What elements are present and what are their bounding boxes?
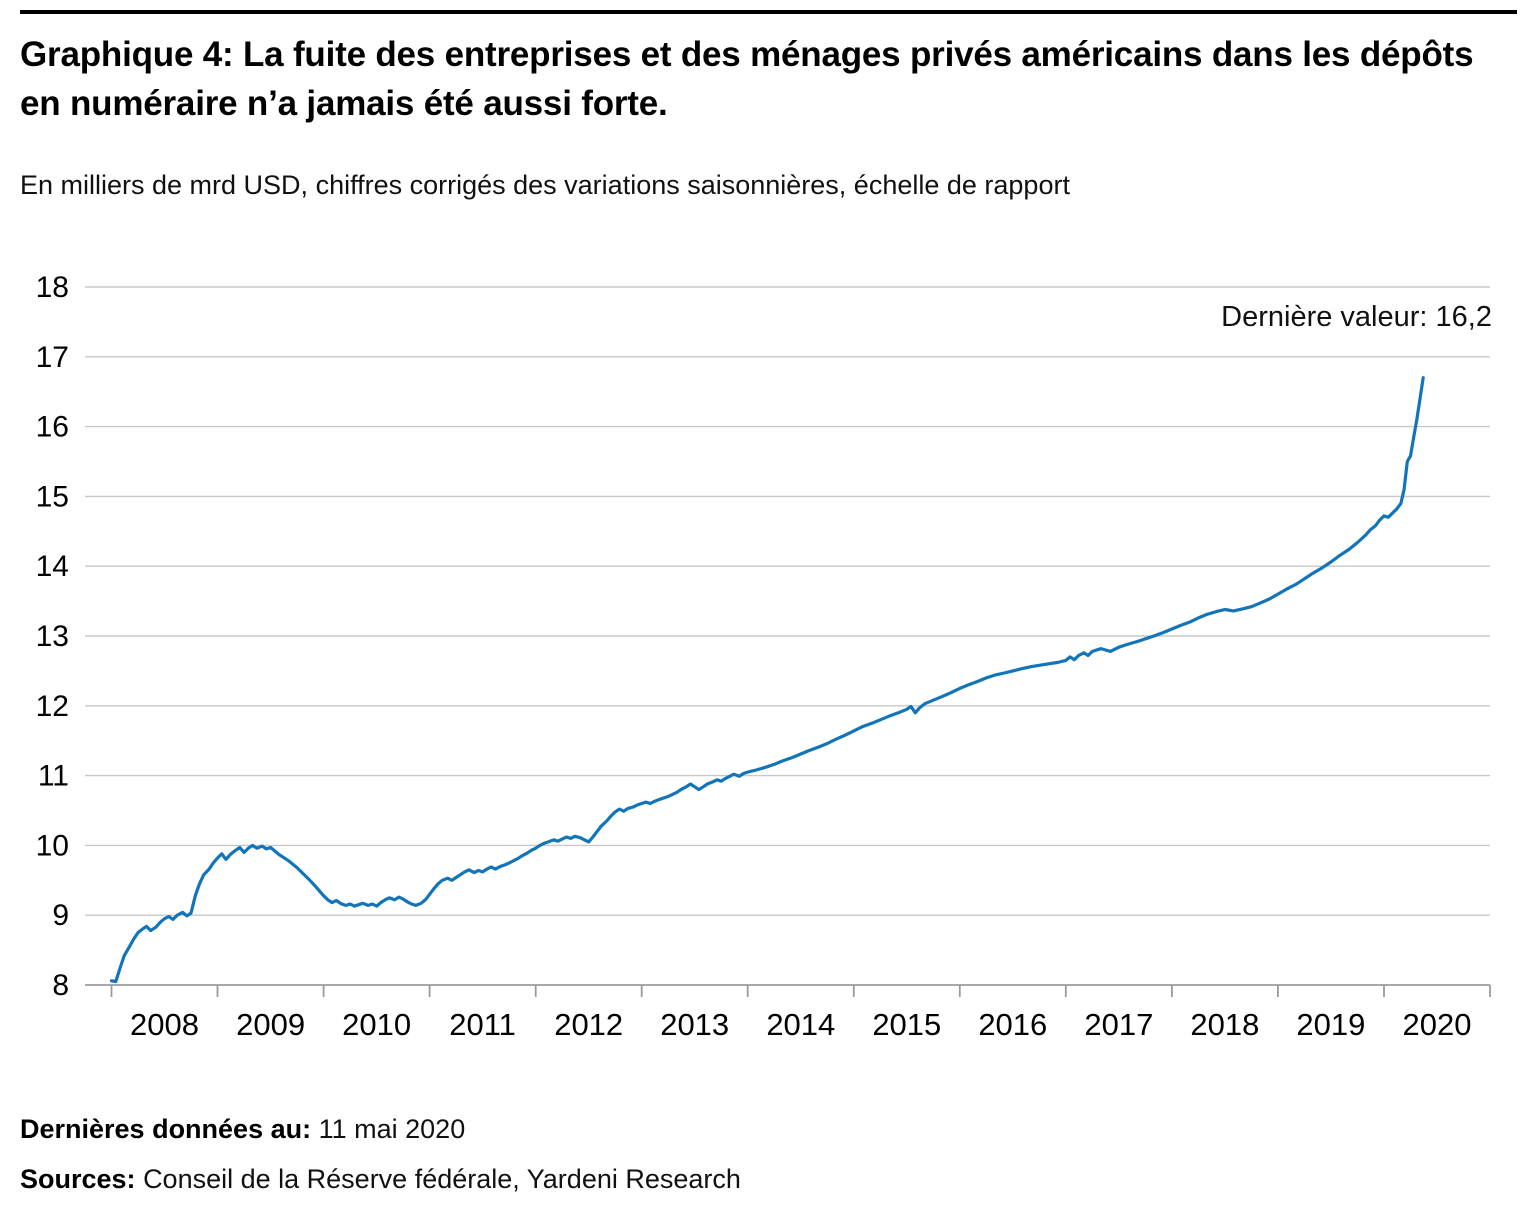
sources-label: Sources: xyxy=(20,1163,136,1194)
x-tick-label: 2015 xyxy=(872,1007,941,1042)
y-tick-label: 17 xyxy=(36,341,69,374)
x-tick-label: 2016 xyxy=(978,1007,1047,1042)
x-tick-label: 2020 xyxy=(1403,1007,1472,1042)
y-tick-label: 10 xyxy=(36,829,69,862)
y-gridlines: 8 9 10 11 12 13 14 15 16 17 18 xyxy=(36,271,1490,1002)
last-value-annotation: Dernière valeur: 16,2 xyxy=(1221,301,1492,334)
x-tick-label: 2014 xyxy=(766,1007,835,1042)
x-tick-label: 2012 xyxy=(554,1007,623,1042)
chart-area: 8 9 10 11 12 13 14 15 16 17 18 2008 2009 2010 2011 2012… xyxy=(20,249,1517,1049)
y-tick-label: 12 xyxy=(36,690,69,723)
y-tick-label: 18 xyxy=(36,271,69,304)
last-value-label: Dernière valeur: xyxy=(1221,301,1428,333)
x-tick-label: 2019 xyxy=(1296,1007,1365,1042)
last-value-number: 16,2 xyxy=(1435,301,1492,333)
x-tick-label: 2017 xyxy=(1084,1007,1153,1042)
y-tick-label: 16 xyxy=(36,411,69,444)
deposits-line-series xyxy=(109,376,1425,984)
chart-subtitle: En milliers de mrd USD, chiffres corrigé… xyxy=(20,170,1070,200)
last-data-label: Dernières données au: xyxy=(20,1114,312,1144)
last-data-line: Dernières données au: 11 mai 2020 xyxy=(20,1105,1517,1155)
y-tick-label: 9 xyxy=(52,899,69,932)
y-tick-label: 15 xyxy=(36,480,69,513)
x-tick-label: 2018 xyxy=(1190,1007,1259,1042)
y-tick-label: 11 xyxy=(38,760,69,793)
x-tick-label: 2010 xyxy=(342,1007,411,1042)
chart-title: Graphique 4: La fuite des entreprises et… xyxy=(20,35,1474,123)
x-tick-label: 2011 xyxy=(449,1007,516,1042)
chart-footer: Dernières données au: 11 mai 2020 Source… xyxy=(20,1105,1517,1205)
sources-line: Sources: Conseil de la Réserve fédérale,… xyxy=(20,1155,1517,1205)
y-tick-label: 8 xyxy=(52,969,69,1002)
sources-value: Conseil de la Réserve fédérale, Yardeni … xyxy=(143,1163,741,1194)
x-tick-label: 2013 xyxy=(660,1007,729,1042)
top-rule xyxy=(20,10,1517,14)
last-data-value: 11 mai 2020 xyxy=(318,1114,466,1144)
y-tick-label: 14 xyxy=(36,550,69,583)
x-axis: 2008 2009 2010 2011 2012 2013 2014 2015 2016 2017… xyxy=(110,985,1491,1042)
x-tick-label: 2009 xyxy=(236,1007,305,1042)
x-tick-label: 2008 xyxy=(130,1007,199,1042)
y-tick-label: 13 xyxy=(36,620,69,653)
deposits-line-chart: 8 9 10 11 12 13 14 15 16 17 18 2008 2009 2010 2011 2012… xyxy=(36,271,1491,1042)
